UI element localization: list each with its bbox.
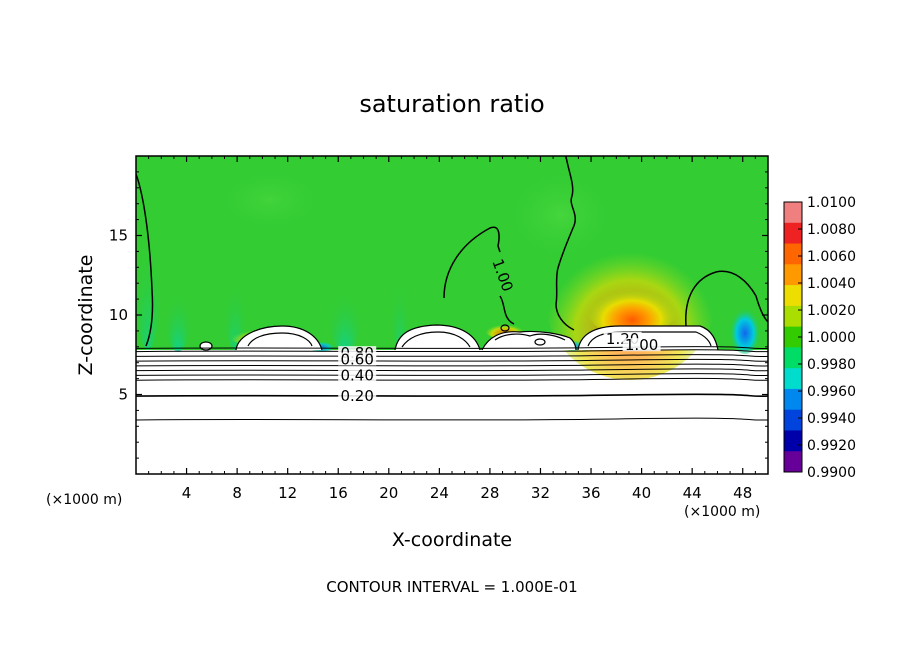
x-tick-label: 12 <box>278 484 297 502</box>
colorbar-swatch <box>784 222 802 245</box>
colorbar-label: 1.0060 <box>807 249 856 265</box>
x-unit-label-left: (×1000 m) <box>46 492 122 508</box>
contour-label: 0.20 <box>340 387 373 405</box>
contour-label: 0.60 <box>340 351 373 369</box>
colorbar-swatch <box>784 347 802 369</box>
x-tick-label: 48 <box>733 484 752 502</box>
y-tick-label: 5 <box>118 386 128 404</box>
cloud-region <box>395 325 480 350</box>
colorbar-label: 1.0020 <box>807 303 856 319</box>
x-tick-label: 44 <box>683 484 702 502</box>
contour-label-bg <box>338 368 377 382</box>
y-tick-label: 10 <box>109 306 128 324</box>
cloud-contours <box>199 324 719 351</box>
colorbar-swatch <box>784 264 802 286</box>
contour-line <box>136 377 768 381</box>
contour-line <box>136 354 768 357</box>
x-tick-label: 20 <box>379 484 398 502</box>
colorbar-swatch <box>784 451 802 473</box>
x-tick-label: 28 <box>480 484 499 502</box>
contour-line <box>136 358 768 362</box>
x-axis-label: X-coordinate <box>392 529 512 551</box>
colorbar-label: 0.9920 <box>807 438 856 454</box>
colorbar-swatch <box>784 368 802 390</box>
contour-line <box>136 363 768 367</box>
colorbar-swatch <box>784 202 802 224</box>
contour-label: 1.00 <box>625 336 658 354</box>
contour-interval-note: CONTOUR INTERVAL = 1.000E-01 <box>326 578 577 596</box>
colorbar-label: 0.9960 <box>807 384 856 400</box>
colorbar-swatch <box>784 388 802 411</box>
colorbar-swatch <box>784 409 802 431</box>
colorbar: 1.0100 1.0080 1.0060 1.0040 1.0020 1.0000 0.99… <box>783 195 856 481</box>
colorbar-swatch <box>784 243 802 265</box>
plot-area <box>136 156 768 474</box>
colorbar-label: 0.9940 <box>807 411 856 427</box>
contour-line <box>136 346 768 350</box>
contour-line <box>136 373 768 377</box>
x-tick-label: 4 <box>182 484 192 502</box>
colorbar-label: 1.0080 <box>807 222 856 238</box>
y-tick-label: 15 <box>109 227 128 245</box>
x-tick-label: 24 <box>430 484 449 502</box>
contour-label: 0.40 <box>340 366 373 384</box>
stratosphere-contours <box>136 346 768 421</box>
x-tick-label: 36 <box>581 484 600 502</box>
colorbar-swatch <box>784 326 802 348</box>
colorbar-label: 1.0000 <box>807 330 856 346</box>
contour-label-bg <box>338 389 377 403</box>
colorbar-label: 1.0100 <box>807 195 856 211</box>
contour-label-bg <box>622 338 661 352</box>
x-tick-label: 8 <box>232 484 242 502</box>
cloud-region <box>236 326 322 350</box>
cloud-region <box>482 331 576 350</box>
colorbar-swatch <box>784 305 802 328</box>
contour-line-1.00 <box>136 156 768 347</box>
contour-line <box>136 349 768 353</box>
colorbar-swatch <box>784 285 802 307</box>
x-tick-label: 32 <box>531 484 550 502</box>
y-axis: 5 10 15 <box>109 171 768 459</box>
contour-line <box>136 393 768 398</box>
contour-label-bg <box>338 352 377 366</box>
x-tick-label: 16 <box>329 484 348 502</box>
contour-labels: 1.001.201.000.800.600.400.20 <box>338 256 661 405</box>
colorbar-label: 1.0040 <box>807 276 856 292</box>
colorbar-swatch <box>784 430 802 452</box>
colorbar-label: 0.9980 <box>807 357 856 373</box>
colorbar-label: 0.9900 <box>807 465 856 481</box>
y-axis-label: Z-coordinate <box>75 255 97 376</box>
chart-title: saturation ratio <box>359 90 544 118</box>
contour-line <box>136 417 768 421</box>
x-axis: 4 8 12 16 20 24 28 32 36 40 44 48 <box>148 156 756 502</box>
contour-line <box>136 368 768 372</box>
x-tick-label: 40 <box>632 484 651 502</box>
x-unit-label-right: (×1000 m) <box>684 504 760 520</box>
